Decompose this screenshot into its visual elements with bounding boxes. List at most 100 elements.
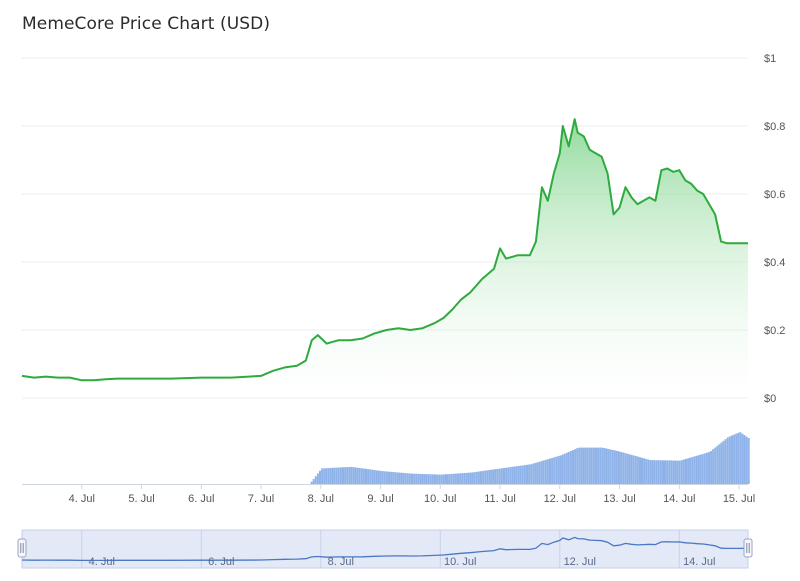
volume-bar [505, 467, 508, 484]
volume-bar [425, 474, 428, 484]
volume-bar [685, 458, 687, 484]
volume-bar [553, 457, 556, 484]
volume-bar [645, 458, 648, 484]
volume-bar [310, 481, 313, 484]
navigator-tick-label: 4. Jul [89, 556, 115, 568]
volume-bar [722, 440, 725, 484]
volume-bar [379, 470, 382, 484]
volume-bar [680, 460, 683, 484]
volume-bar [549, 458, 551, 484]
volume-bar [354, 467, 357, 484]
volume-bar [708, 452, 710, 484]
volume-bar [657, 460, 660, 484]
y-tick-label: $0.6 [764, 189, 785, 201]
volume-bar [639, 457, 641, 484]
volume-bar [622, 452, 625, 484]
volume-bar [578, 447, 581, 484]
volume-bars [310, 432, 750, 484]
y-tick-label: $1 [764, 53, 776, 65]
x-tick-label: 4. Jul [69, 493, 95, 505]
volume-bar [406, 473, 409, 484]
volume-bar [402, 472, 405, 484]
volume-bar [613, 450, 616, 484]
volume-bar [651, 460, 654, 484]
navigator[interactable]: 4. Jul 6. Jul 8. Jul 10. Jul 12. Jul 14. Jul [17, 529, 753, 569]
volume-bar [346, 467, 349, 484]
volume-bar [544, 459, 547, 484]
volume-bar [647, 459, 650, 484]
volume-bar [628, 454, 631, 484]
handle-grip[interactable] [743, 538, 753, 558]
volume-bar [452, 473, 455, 484]
volume-bar [643, 458, 646, 484]
volume-bar [609, 449, 612, 484]
navigator-handle-right[interactable] [743, 538, 753, 558]
x-axis: 4. Jul 5. Jul 6. Jul 7. Jul 8. Jul 9. Jul 10. … [69, 484, 755, 505]
volume-bar [534, 462, 537, 484]
volume-bar [634, 456, 637, 484]
volume-bar [448, 474, 451, 484]
volume-bar [348, 467, 351, 484]
volume-bar [473, 472, 476, 484]
x-tick-label: 12. Jul [544, 493, 576, 505]
volume-bar [461, 473, 464, 484]
volume-bar [718, 444, 721, 484]
handle-grip[interactable] [17, 538, 27, 558]
volume-bar [615, 450, 618, 484]
volume-bar [599, 447, 602, 484]
volume-bar [559, 455, 562, 484]
volume-bar [383, 471, 386, 484]
price-line[interactable] [21, 118, 748, 382]
volume-bar [674, 460, 677, 484]
volume-bar [375, 470, 378, 484]
volume-bar [442, 474, 445, 484]
volume-bar [716, 445, 719, 484]
volume-bar [503, 468, 505, 484]
volume-bar [693, 456, 696, 484]
volume-bar [413, 473, 416, 484]
volume-bar [411, 473, 413, 484]
volume-bar [582, 447, 585, 484]
volume-bar [454, 473, 457, 484]
volume-bar [607, 449, 610, 484]
volume-bar [699, 454, 702, 484]
volume-bar [595, 447, 597, 484]
volume-bar [457, 473, 459, 484]
volume-bar [691, 457, 694, 484]
volume-bar [666, 460, 669, 484]
volume-bar [342, 467, 344, 484]
volume-bar [624, 453, 627, 484]
volume-bar [720, 442, 723, 484]
volume-bar [528, 464, 531, 484]
volume-bar [590, 447, 593, 484]
volume-bar [726, 437, 729, 484]
navigator-tick-label: 8. Jul [328, 556, 354, 568]
navigator-handle-left[interactable] [17, 538, 27, 558]
volume-bar [682, 459, 685, 484]
volume-bar [745, 436, 748, 484]
volume-bar [521, 465, 524, 484]
volume-bar [705, 452, 708, 484]
volume-bar [496, 468, 499, 484]
volume-bar [735, 433, 738, 484]
volume-bar [484, 470, 487, 484]
volume-bar [536, 462, 539, 484]
volume-bar [526, 464, 528, 484]
volume-bar [436, 474, 439, 484]
volume-bar [360, 468, 363, 484]
volume-bar [714, 447, 717, 484]
volume-bar [325, 468, 328, 484]
volume-bar [394, 472, 397, 484]
volume-bar [490, 469, 493, 484]
volume-bar [398, 472, 401, 484]
volume-bar [316, 473, 319, 484]
volume-bar [388, 471, 390, 484]
volume-bar [641, 457, 643, 484]
volume-bar [513, 466, 516, 484]
volume-bar [385, 471, 388, 484]
x-tick-label: 7. Jul [248, 493, 274, 505]
volume-bar [511, 466, 514, 484]
navigator-window[interactable] [21, 529, 749, 569]
volume-bar [605, 448, 608, 484]
